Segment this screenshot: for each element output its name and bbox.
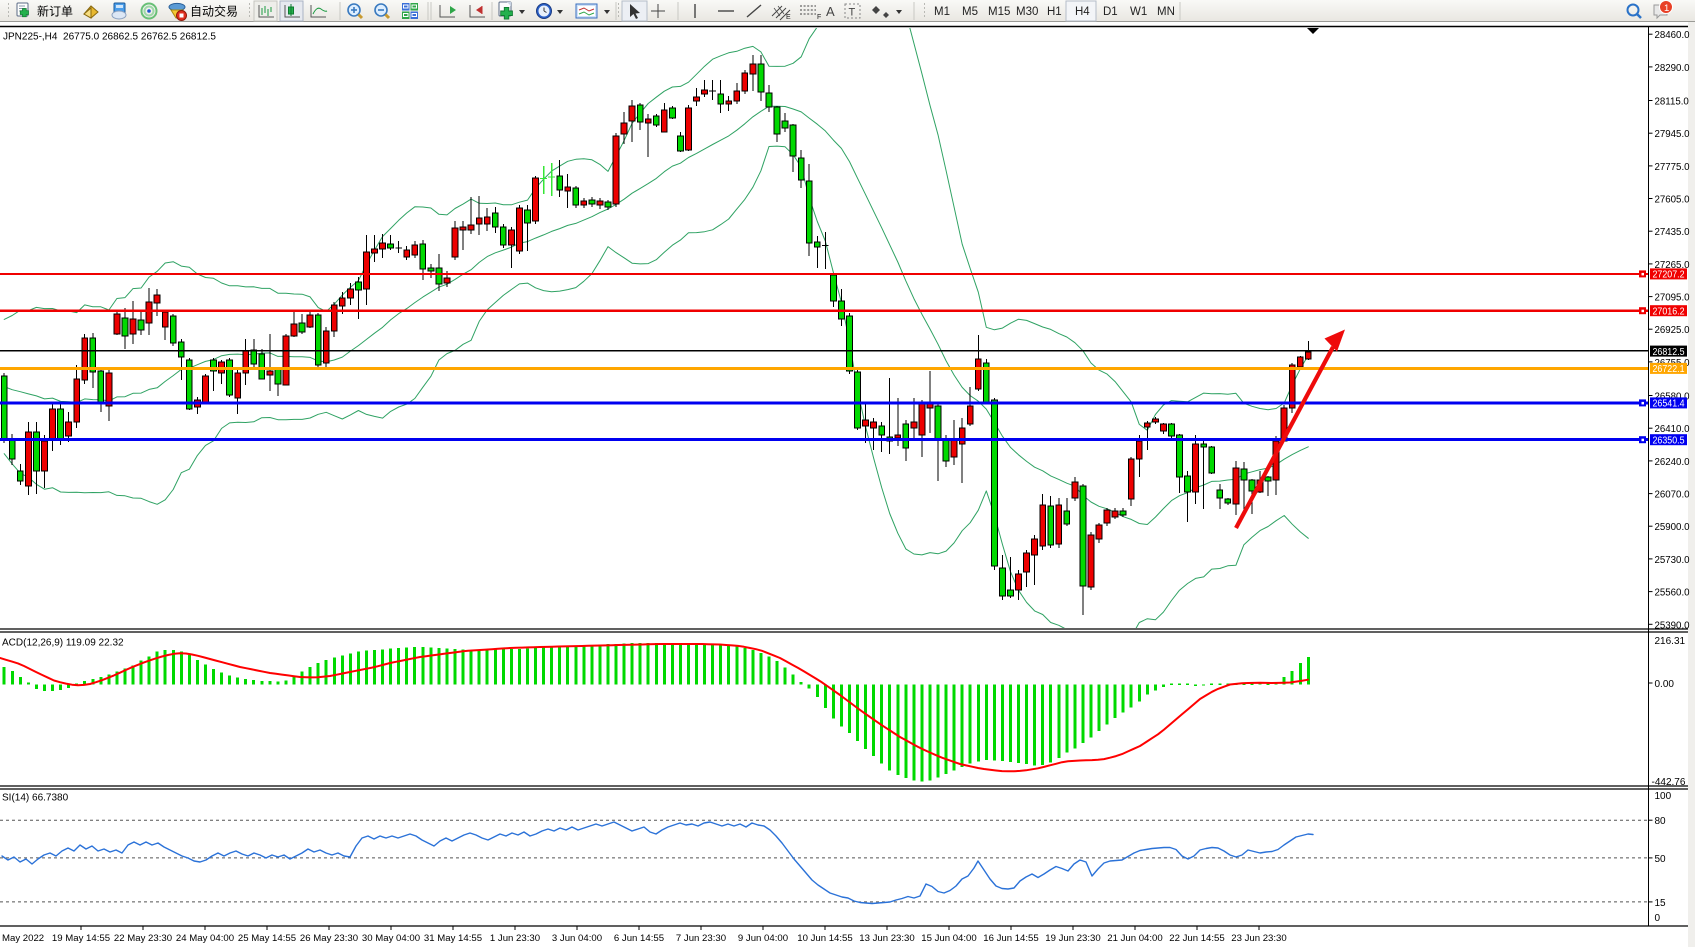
svg-text:216.31: 216.31 <box>1655 636 1686 647</box>
svg-text:25 May 14:55: 25 May 14:55 <box>238 933 296 944</box>
svg-text:27207.2: 27207.2 <box>1653 270 1685 281</box>
svg-text:10 Jun 14:55: 10 Jun 14:55 <box>797 933 852 944</box>
svg-text:E: E <box>786 14 791 21</box>
svg-text:27265.0: 27265.0 <box>1655 260 1691 271</box>
svg-text:27945.0: 27945.0 <box>1655 129 1691 140</box>
svg-text:26070.0: 26070.0 <box>1655 490 1691 501</box>
svg-text:22 Jun 14:55: 22 Jun 14:55 <box>1169 933 1224 944</box>
svg-text:JPN225-,H4 26775.0 26862.5 26: JPN225-,H4 26775.0 26862.5 26762.5 26812… <box>3 32 216 43</box>
svg-text:A: A <box>826 4 835 19</box>
svg-text:28290.0: 28290.0 <box>1655 63 1691 74</box>
svg-text:7 Jun 23:30: 7 Jun 23:30 <box>676 933 726 944</box>
svg-text:26410.0: 26410.0 <box>1655 424 1691 435</box>
svg-text:22 May 23:30: 22 May 23:30 <box>114 933 172 944</box>
svg-text:27605.0: 27605.0 <box>1655 195 1691 206</box>
svg-text:6 Jun 14:55: 6 Jun 14:55 <box>614 933 664 944</box>
svg-text:0: 0 <box>1655 913 1661 924</box>
svg-text:T: T <box>849 7 856 19</box>
svg-text:25390.0: 25390.0 <box>1655 620 1691 631</box>
svg-text:19 May 14:55: 19 May 14:55 <box>52 933 110 944</box>
svg-text:SI(14) 66.7380: SI(14) 66.7380 <box>2 793 69 804</box>
svg-text:May 2022: May 2022 <box>2 933 44 944</box>
svg-text:1 Jun 23:30: 1 Jun 23:30 <box>490 933 540 944</box>
svg-text:新订单: 新订单 <box>37 4 73 19</box>
svg-text:ACD(12,26,9) 119.09 22.32: ACD(12,26,9) 119.09 22.32 <box>2 638 124 649</box>
svg-text:M15: M15 <box>988 6 1010 18</box>
svg-text:26925.0: 26925.0 <box>1655 325 1691 336</box>
svg-text:H4: H4 <box>1075 6 1090 18</box>
svg-text:9 Jun 04:00: 9 Jun 04:00 <box>738 933 788 944</box>
svg-text:27435.0: 27435.0 <box>1655 227 1691 238</box>
svg-text:21 Jun 04:00: 21 Jun 04:00 <box>1107 933 1162 944</box>
svg-text:-442.76: -442.76 <box>1652 777 1686 788</box>
svg-text:M30: M30 <box>1016 6 1038 18</box>
svg-text:1: 1 <box>1664 3 1669 14</box>
svg-text:F: F <box>817 14 821 21</box>
svg-text:26722.1: 26722.1 <box>1653 364 1685 375</box>
svg-text:80: 80 <box>1655 816 1667 827</box>
svg-text:25560.0: 25560.0 <box>1655 588 1691 599</box>
svg-text:27095.0: 27095.0 <box>1655 293 1691 304</box>
svg-text:H1: H1 <box>1047 6 1062 18</box>
svg-text:25900.0: 25900.0 <box>1655 522 1691 533</box>
svg-text:30 May 04:00: 30 May 04:00 <box>362 933 420 944</box>
svg-text:100: 100 <box>1655 791 1672 802</box>
svg-text:50: 50 <box>1655 854 1667 865</box>
svg-text:27016.2: 27016.2 <box>1653 307 1685 318</box>
svg-text:26580.0: 26580.0 <box>1655 392 1691 403</box>
svg-text:15: 15 <box>1655 898 1667 909</box>
svg-text:M5: M5 <box>962 6 978 18</box>
svg-text:26350.5: 26350.5 <box>1653 436 1685 447</box>
svg-text:26812.5: 26812.5 <box>1653 347 1685 358</box>
svg-text:0.00: 0.00 <box>1655 679 1675 690</box>
svg-text:24 May 04:00: 24 May 04:00 <box>176 933 234 944</box>
svg-text:D1: D1 <box>1103 6 1118 18</box>
svg-text:31 May 14:55: 31 May 14:55 <box>424 933 482 944</box>
svg-text:MN: MN <box>1157 6 1175 18</box>
svg-text:3 Jun 04:00: 3 Jun 04:00 <box>552 933 602 944</box>
svg-text:19 Jun 23:30: 19 Jun 23:30 <box>1045 933 1100 944</box>
svg-text:25730.0: 25730.0 <box>1655 555 1691 566</box>
svg-text:15 Jun 04:00: 15 Jun 04:00 <box>921 933 976 944</box>
svg-text:自动交易: 自动交易 <box>190 4 238 19</box>
svg-text:W1: W1 <box>1130 6 1147 18</box>
svg-text:23 Jun 23:30: 23 Jun 23:30 <box>1231 933 1286 944</box>
svg-text:28460.0: 28460.0 <box>1655 30 1691 41</box>
svg-text:16 Jun 14:55: 16 Jun 14:55 <box>983 933 1038 944</box>
svg-text:26 May 23:30: 26 May 23:30 <box>300 933 358 944</box>
svg-text:28115.0: 28115.0 <box>1655 97 1690 108</box>
svg-text:13 Jun 23:30: 13 Jun 23:30 <box>859 933 914 944</box>
svg-text:27775.0: 27775.0 <box>1655 162 1691 173</box>
svg-text:26240.0: 26240.0 <box>1655 457 1691 468</box>
svg-text:26541.4: 26541.4 <box>1653 399 1685 410</box>
svg-text:M1: M1 <box>934 6 950 18</box>
